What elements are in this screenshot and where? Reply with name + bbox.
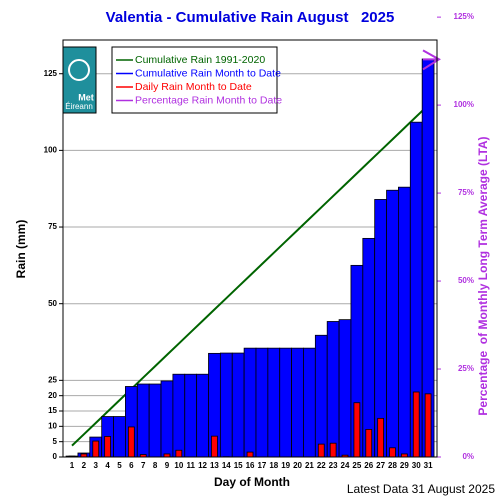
x-tick-label: 15 — [234, 461, 243, 470]
logo-text: Met — [78, 92, 94, 102]
legend-label: Cumulative Rain Month to Date — [135, 67, 281, 79]
logo-text: Éireann — [65, 102, 93, 111]
y-axis-label: Rain (mm) — [14, 220, 28, 279]
y-tick-label: 20 — [48, 391, 57, 400]
x-tick-label: 21 — [305, 461, 314, 470]
x-tick-label: 24 — [341, 461, 350, 470]
bar — [386, 189, 399, 458]
y-tick-label: 10 — [48, 421, 57, 430]
bar — [329, 442, 337, 458]
bar — [104, 436, 111, 458]
bar — [92, 440, 100, 458]
bar — [424, 393, 432, 458]
x-tick-label: 23 — [329, 461, 338, 470]
percentage-marker — [422, 49, 441, 71]
plot-frame — [62, 39, 438, 458]
bar — [326, 321, 340, 458]
bar — [113, 416, 126, 458]
y-tick-label: 125 — [44, 69, 58, 78]
x-tick-label: 26 — [364, 461, 373, 470]
x-tick-label: 3 — [94, 461, 99, 470]
x-tick-label: 20 — [293, 461, 302, 470]
bar — [377, 417, 384, 458]
x-tick-label: 7 — [141, 461, 146, 470]
bar — [314, 334, 328, 458]
bar — [184, 373, 198, 458]
x-tick-label: 11 — [186, 461, 195, 470]
x-tick-label: 27 — [376, 461, 385, 470]
chart-title: Valentia - Cumulative Rain August 2025 — [106, 9, 395, 26]
legend-label: Daily Rain Month to Date — [135, 81, 252, 93]
bar — [267, 347, 281, 458]
x-tick-label: 5 — [117, 461, 122, 470]
x-tick-label: 2 — [82, 461, 87, 470]
y-tick-label: 25 — [48, 375, 57, 384]
y2-tick-label: 125% — [454, 12, 474, 21]
x-tick-label: 17 — [257, 461, 266, 470]
x-tick-label: 1 — [70, 461, 75, 470]
x-tick-label: 4 — [105, 461, 110, 470]
x-tick-label: 13 — [210, 461, 219, 470]
footer: Latest Data 31 August 2025 — [347, 482, 495, 496]
x-tick-label: 10 — [174, 461, 183, 470]
bar — [127, 426, 135, 458]
x-tick-label: 25 — [352, 461, 361, 470]
x-tick-label: 29 — [400, 461, 409, 470]
legend-label: Cumulative Rain 1991-2020 — [135, 54, 265, 66]
x-tick-label: 30 — [412, 461, 421, 470]
bar — [389, 447, 396, 458]
bar — [160, 380, 174, 458]
legend-label: Percentage Rain Month to Date — [135, 94, 282, 106]
x-tick-label: 9 — [165, 461, 170, 470]
bar — [362, 237, 376, 458]
bar — [243, 347, 257, 458]
x-tick-label: 16 — [246, 461, 255, 470]
x-tick-label: 8 — [153, 461, 158, 470]
legend — [111, 46, 278, 114]
x-tick-label: 31 — [424, 461, 433, 470]
bar — [196, 373, 209, 458]
bar — [175, 449, 183, 458]
bar — [231, 352, 245, 458]
bar — [246, 451, 254, 458]
bar — [172, 373, 186, 458]
x-tick-label: 12 — [198, 461, 207, 470]
bar — [136, 383, 150, 458]
logo-mark — [68, 59, 90, 81]
bar — [353, 402, 361, 458]
x-tick-label: 14 — [222, 461, 231, 470]
y2-tick-label: 50% — [458, 276, 474, 285]
x-tick-label: 28 — [388, 461, 397, 470]
bar — [338, 319, 352, 458]
y2-tick-label: 0% — [462, 452, 474, 461]
bar — [291, 347, 304, 458]
bar — [219, 352, 233, 458]
y2-tick-label: 75% — [458, 188, 474, 197]
y-tick-label: 15 — [48, 406, 57, 415]
x-tick-label: 22 — [317, 461, 326, 470]
bar — [365, 429, 373, 458]
y2-tick-label: 25% — [458, 364, 474, 373]
bar — [255, 347, 269, 458]
x-tick-label: 19 — [281, 461, 290, 470]
x-tick-label: 6 — [129, 461, 134, 470]
y-tick-label: 75 — [48, 222, 57, 231]
x-tick-label: 18 — [269, 461, 278, 470]
bar — [211, 435, 218, 458]
y-tick-label: 100 — [44, 145, 58, 154]
y-tick-label: 0 — [53, 452, 58, 461]
bar — [148, 383, 162, 458]
bar — [412, 391, 420, 458]
y2-axis-label: Percentage of Monthly Long Term Average … — [476, 136, 490, 415]
x-axis-label: Day of Month — [214, 475, 290, 489]
y2-tick-label: 100% — [454, 100, 474, 109]
bar — [317, 443, 325, 458]
bar — [279, 347, 292, 458]
bar — [303, 347, 316, 458]
y-tick-label: 50 — [48, 299, 57, 308]
y-tick-label: 5 — [53, 437, 58, 446]
bar — [398, 186, 411, 458]
